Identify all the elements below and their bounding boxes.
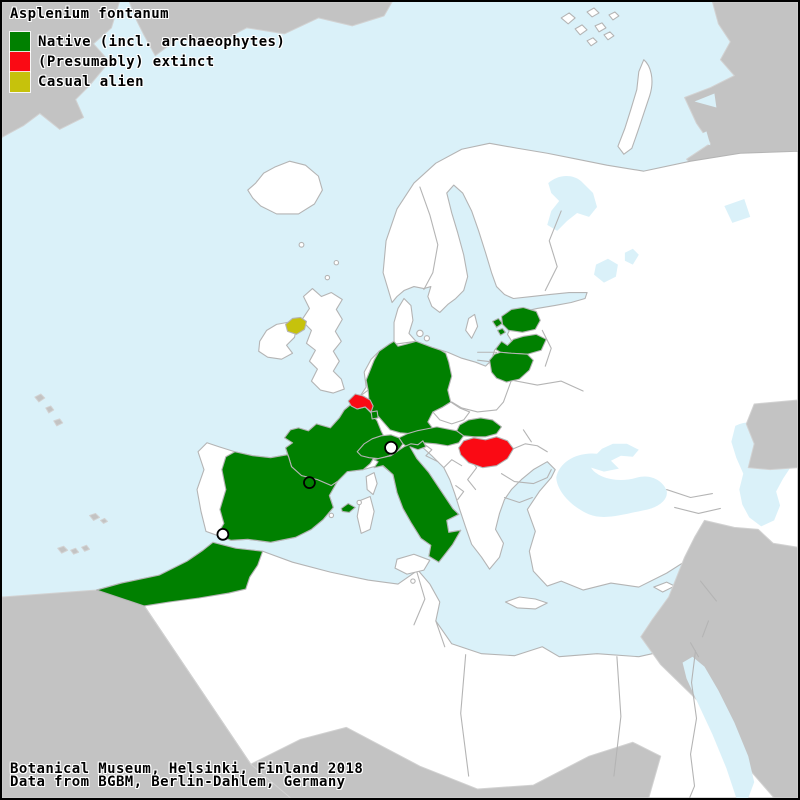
white-sea: [547, 176, 598, 231]
country-borders: [359, 186, 721, 777]
border-caucasus-2: [674, 506, 721, 514]
map-caption: Botanical Museum, Helsinki, Finland 2018…: [10, 761, 364, 790]
corsica: [365, 472, 378, 496]
faroe-islands: [298, 241, 305, 248]
region-slovakia: [456, 417, 503, 438]
map-title: Asplenium fontanum: [10, 6, 169, 22]
orkney: [324, 274, 331, 281]
malta: [410, 578, 416, 584]
region-saaremaa: [491, 317, 507, 336]
border-algeria-libya: [460, 654, 470, 777]
caption-line-1: Botanical Museum, Helsinki, Finland 2018: [10, 761, 364, 777]
border-bulgaria-greece-turkey: [503, 496, 533, 504]
nile-river: [688, 650, 698, 798]
status-regions: [95, 306, 547, 607]
region-spain: [216, 451, 338, 543]
border-algeria-tunisia: [413, 571, 426, 626]
marker-gibraltar: [216, 527, 230, 541]
zealand: [416, 329, 424, 338]
svalbard-franz-josef: [560, 7, 620, 47]
border-caucasus-1: [666, 489, 713, 499]
islands: [247, 7, 676, 610]
region-mallorca: [340, 502, 356, 513]
caption-line-2: Data from BGBM, Berlin-Dahlem, Germany: [10, 774, 346, 790]
arabia-middle-east: [640, 519, 798, 798]
azores: [34, 393, 64, 427]
ireland: [258, 321, 298, 360]
legend-item-casual: Casual alien: [10, 72, 410, 92]
border-moldova: [522, 429, 532, 443]
madeira: [89, 512, 108, 524]
border-albania-greece: [455, 485, 465, 501]
region-lithuania: [489, 351, 534, 383]
greenland-northwest: [2, 2, 120, 138]
sahara-band: [250, 726, 662, 798]
region-morocco: [95, 541, 264, 607]
border-syria-iraq: [699, 580, 717, 602]
canary-islands: [57, 544, 91, 555]
red-sea: [682, 656, 755, 798]
region-estonia: [500, 306, 541, 333]
marker-andorra: [303, 476, 316, 489]
strait-of-gibraltar: [198, 537, 230, 545]
region-france: [284, 404, 386, 487]
casual-color-swatch: [10, 72, 30, 92]
status-markers: [216, 440, 398, 541]
region-northern-ireland: [285, 316, 308, 335]
lake-onega: [624, 248, 639, 265]
sicily: [394, 553, 431, 575]
region-latvia: [494, 333, 547, 355]
region-italy: [373, 440, 462, 563]
black-sea: [556, 443, 667, 517]
inland-seas: [198, 93, 794, 545]
shetland: [333, 259, 340, 266]
out-of-scope-south: [2, 399, 798, 798]
border-denmark-germany: [393, 340, 417, 345]
region-germany: [365, 340, 453, 435]
native-color-swatch: [10, 32, 30, 52]
iceland: [247, 160, 323, 215]
region-hungary: [458, 436, 514, 469]
border-romania-bulgaria: [500, 469, 552, 485]
region-belgium: [347, 393, 374, 413]
extinct-color-swatch: [10, 52, 30, 72]
menorca: [356, 499, 362, 506]
sardinia: [356, 495, 375, 534]
border-tunisia-libya: [435, 620, 446, 648]
border-finland-russia: [544, 210, 562, 292]
border-sinai: [689, 642, 700, 658]
lake-ladoga: [594, 258, 618, 283]
border-slovenia-croatia: [423, 443, 439, 463]
legend-label: Casual alien: [38, 74, 144, 90]
border-ukraine-russia: [510, 379, 584, 392]
great-britain: [300, 288, 345, 394]
gotland: [465, 313, 479, 339]
legend-item-extinct: (Presumably) extinct: [10, 52, 410, 72]
arctic-fjords: [690, 93, 751, 223]
novaya-zemlya: [617, 59, 653, 155]
legend-label: (Presumably) extinct: [38, 54, 215, 70]
legend-label: Native (incl. archaeophytes): [38, 34, 286, 50]
funen: [423, 335, 430, 342]
greenland-top-band: [128, 2, 393, 57]
border-romania-north: [512, 443, 548, 453]
border-poland-south: [451, 401, 498, 413]
crete: [504, 596, 548, 610]
east-of-caspian: [745, 399, 798, 471]
border-norway-sweden: [419, 186, 439, 291]
border-libya-egypt: [613, 656, 622, 777]
region-luxembourg: [370, 410, 379, 420]
ibiza: [328, 512, 335, 519]
marker-liechtenstein: [384, 440, 398, 455]
border-israel-jordan: [701, 620, 709, 638]
border-croatia-bosnia: [443, 459, 463, 469]
border-belarus-russia: [541, 329, 552, 367]
legend-item-native: Native (incl. archaeophytes): [10, 32, 410, 52]
